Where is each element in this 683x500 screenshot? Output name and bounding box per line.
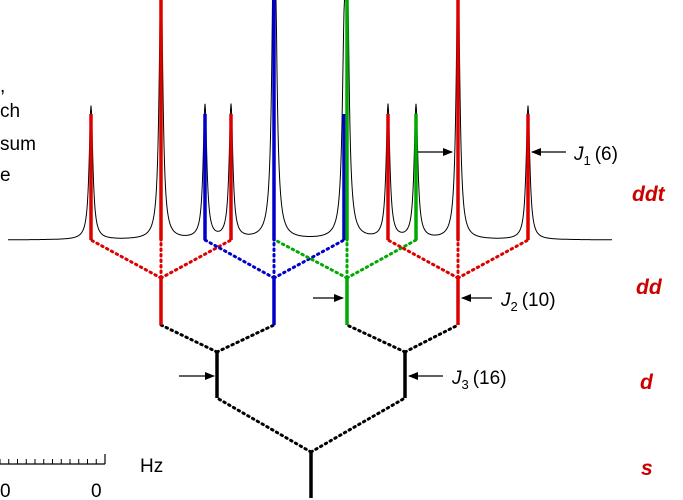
level-label-dd: dd bbox=[636, 276, 663, 299]
splitting-tree bbox=[89, 0, 530, 498]
split-d-to-dd-2 bbox=[215, 323, 276, 354]
coupling-arrows bbox=[179, 148, 566, 380]
scale-tick-label-1: 0 bbox=[0, 481, 11, 500]
ddt-split-2-2 bbox=[345, 238, 418, 280]
j3-label: J3 (16) bbox=[451, 368, 507, 392]
split-s-to-d-left bbox=[215, 396, 313, 454]
scale-tick-label-2: 0 bbox=[91, 481, 102, 500]
hz-unit-label: Hz bbox=[140, 456, 163, 477]
ddt-split-0-2 bbox=[159, 238, 233, 280]
side-text-4: e bbox=[0, 165, 11, 186]
side-text-1: , bbox=[0, 76, 5, 97]
ddt-split-2-0 bbox=[273, 238, 349, 280]
level-label-ddt: ddt bbox=[632, 183, 666, 206]
j2-label: J2 (10) bbox=[500, 290, 556, 314]
split-d-to-dd-4 bbox=[403, 323, 460, 354]
side-text-3: sum bbox=[0, 134, 36, 155]
ddt-split-1-2 bbox=[272, 238, 346, 280]
level-label-d: d bbox=[640, 371, 654, 394]
ddt-split-1-0 bbox=[203, 238, 276, 280]
ddt-split-3-0 bbox=[386, 238, 460, 280]
spectrum-trace bbox=[8, 0, 612, 241]
ddt-split-0-0 bbox=[89, 238, 163, 280]
hz-scale-bar: Hz 0 0 bbox=[0, 454, 163, 500]
level-label-s: s bbox=[641, 457, 653, 480]
side-text-2: ch bbox=[0, 101, 20, 122]
split-d-to-dd-3 bbox=[345, 323, 407, 354]
j1-label: J1 (6) bbox=[573, 144, 618, 168]
split-s-to-d-right bbox=[309, 396, 407, 454]
split-d-to-dd-1 bbox=[159, 323, 219, 354]
ddt-split-3-2 bbox=[456, 238, 530, 280]
